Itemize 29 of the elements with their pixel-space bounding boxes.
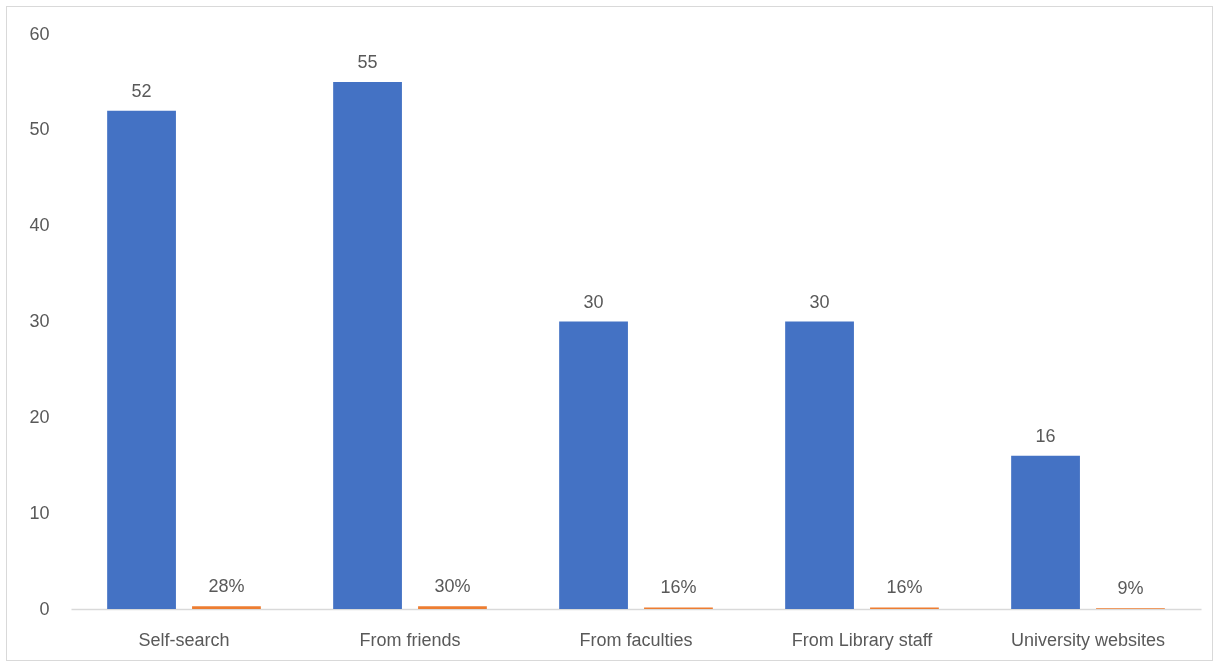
y-tick-label: 30 [29, 311, 50, 331]
bar [333, 81, 402, 609]
bar [1011, 455, 1080, 609]
data-label: 52 [131, 80, 152, 101]
y-tick-label: 50 [29, 119, 50, 140]
data-label: 16 [1035, 425, 1056, 446]
bar [192, 606, 261, 609]
y-tick-label: 40 [29, 215, 50, 236]
y-tick-label: 60 [29, 23, 50, 44]
x-tick-label: Self-search [138, 629, 230, 650]
data-label: 28% [208, 576, 245, 597]
bar [107, 110, 176, 609]
bar [785, 321, 854, 609]
x-tick-label: From faculties [579, 629, 693, 650]
data-label: 30 [809, 291, 830, 312]
y-tick-label: 10 [29, 502, 50, 523]
data-label: 9% [1117, 578, 1144, 599]
x-tick-label: From Library staff [791, 629, 934, 650]
y-tick-label: 0 [39, 598, 50, 619]
x-tick-label: University websites [1010, 629, 1166, 650]
data-label: 30% [434, 576, 471, 597]
y-tick-label: 20 [29, 406, 50, 427]
bar [559, 321, 628, 609]
bar [418, 606, 487, 609]
data-label: 30 [583, 291, 604, 312]
x-tick-label: From friends [359, 629, 461, 650]
data-label: 55 [357, 51, 378, 72]
data-label: 16% [886, 577, 923, 598]
data-label: 16% [660, 577, 697, 598]
